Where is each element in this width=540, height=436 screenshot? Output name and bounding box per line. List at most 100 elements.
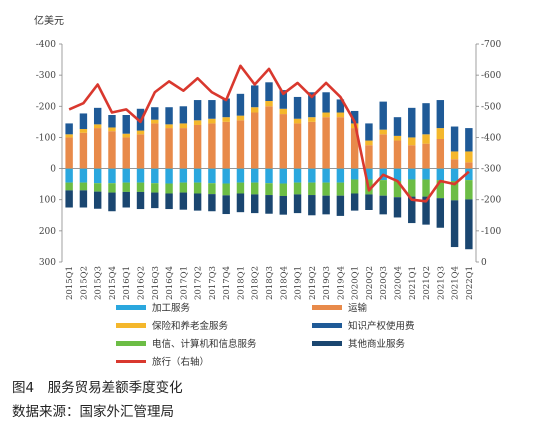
bar-segment-0 <box>408 168 416 180</box>
bar-segment-5 <box>208 194 216 212</box>
bar-segment-0 <box>308 168 316 183</box>
bar-segment-1 <box>179 128 188 169</box>
x-tick-label: 2022Q1 <box>465 266 475 300</box>
x-tick-label: 2016Q2 <box>137 266 147 300</box>
bar-segment-5 <box>379 195 387 215</box>
bar-segment-4 <box>151 183 159 193</box>
bar-segment-4 <box>108 183 116 193</box>
x-tick-label: 2017Q3 <box>208 266 218 300</box>
bar-segment-3 <box>193 100 202 121</box>
bar-segment-0 <box>365 168 373 180</box>
bar-segment-2 <box>165 124 173 129</box>
bar-segment-0 <box>336 168 345 183</box>
bar-segment-2 <box>265 100 273 107</box>
y-tick-label-left: -100 <box>36 133 56 143</box>
legend-label: 运输 <box>348 303 368 314</box>
bar-segment-2 <box>122 133 130 138</box>
x-tick-label: 2015Q2 <box>79 266 89 300</box>
y-tick-label-right: -600 <box>481 71 501 81</box>
bar-segment-4 <box>322 182 330 196</box>
bar-segment-4 <box>408 179 416 197</box>
bar-segment-4 <box>293 182 302 195</box>
x-tick-label: 2015Q3 <box>94 266 104 300</box>
x-tick-label: 2015Q4 <box>108 266 118 300</box>
legend-item: 其他商业服务 <box>312 336 405 350</box>
bar-segment-0 <box>208 168 216 184</box>
bar-segment-4 <box>222 183 230 196</box>
figure-caption: 图4 服务贸易差额季度变化 <box>12 380 183 396</box>
y-tick-label-right: -700 <box>481 40 501 50</box>
bar-segment-3 <box>179 106 188 124</box>
bar-segment-4 <box>208 183 216 195</box>
bar-segment-0 <box>450 168 459 182</box>
bar-segment-4 <box>393 181 402 198</box>
bar-segment-2 <box>279 108 287 115</box>
bar-segment-5 <box>179 192 188 210</box>
bar-segment-1 <box>65 137 73 169</box>
legend-swatch <box>116 304 146 310</box>
bar-segment-3 <box>336 99 345 113</box>
x-tick-label: 2016Q4 <box>165 266 175 300</box>
legend-label: 加工服务 <box>152 303 191 314</box>
bar-segment-0 <box>265 168 273 184</box>
bar-segment-3 <box>293 96 302 119</box>
bar-segment-2 <box>365 140 373 146</box>
bar-segment-4 <box>165 183 173 194</box>
bar-segment-3 <box>422 103 430 135</box>
x-tick-label: 2021Q1 <box>408 266 418 300</box>
bar-segment-4 <box>336 182 345 196</box>
bar-segment-1 <box>193 124 202 169</box>
bar-segment-5 <box>308 195 316 216</box>
bar-segment-3 <box>265 82 273 101</box>
bar-segment-1 <box>450 159 459 169</box>
bar-segment-4 <box>350 179 359 194</box>
x-tick-label: 2021Q3 <box>436 266 446 300</box>
y-tick-label-left: -300 <box>36 71 56 81</box>
bar-segment-5 <box>393 197 402 218</box>
bar-segment-0 <box>165 168 173 184</box>
bar-segment-1 <box>251 112 259 169</box>
bar-segment-1 <box>136 134 145 169</box>
bar-segment-0 <box>422 168 430 180</box>
bar-segment-3 <box>436 100 445 129</box>
x-tick-label: 2019Q2 <box>308 266 318 300</box>
x-tick-label: 2016Q3 <box>151 266 161 300</box>
legend-label: 知识产权使用费 <box>348 321 415 332</box>
bar-segment-2 <box>65 134 73 138</box>
bar-segment-1 <box>165 128 173 169</box>
bar-segment-5 <box>65 190 73 208</box>
bar-segment-3 <box>93 107 102 125</box>
x-tick-label: 2017Q2 <box>194 266 204 300</box>
bar-segment-4 <box>251 182 259 195</box>
bar-segment-1 <box>293 123 302 169</box>
bar-segment-4 <box>193 182 202 194</box>
bar-segment-2 <box>422 134 430 144</box>
bar-segment-3 <box>393 117 402 136</box>
x-tick-label: 2019Q1 <box>294 266 304 300</box>
bar-segment-1 <box>422 143 430 169</box>
bar-segment-3 <box>308 92 316 118</box>
bar-segment-5 <box>122 191 130 208</box>
x-tick-label: 2020Q4 <box>393 266 403 300</box>
legend-item: 加工服务 <box>116 300 190 314</box>
bar-segment-2 <box>251 107 259 113</box>
bar-segment-3 <box>108 115 116 128</box>
bar-segment-3 <box>322 92 330 113</box>
bar-segment-1 <box>208 123 216 169</box>
bar-segment-2 <box>179 123 188 129</box>
figure-source: 数据来源：国家外汇管理局 <box>12 404 174 420</box>
bar-segment-4 <box>450 181 459 201</box>
x-tick-label: 2016Q1 <box>122 266 132 300</box>
bar-segment-0 <box>151 168 159 184</box>
bar-segment-4 <box>436 180 445 199</box>
legend-label: 其他商业服务 <box>348 339 406 350</box>
bar-segment-2 <box>436 128 445 139</box>
bar-segment-2 <box>322 112 330 118</box>
bar-segment-2 <box>393 135 402 141</box>
bar-segment-0 <box>293 168 302 183</box>
x-tick-label: 2021Q4 <box>451 266 461 300</box>
bar-segment-0 <box>108 168 116 184</box>
legend-item: 保险和养老金服务 <box>116 318 228 332</box>
bar-segment-3 <box>222 98 230 118</box>
